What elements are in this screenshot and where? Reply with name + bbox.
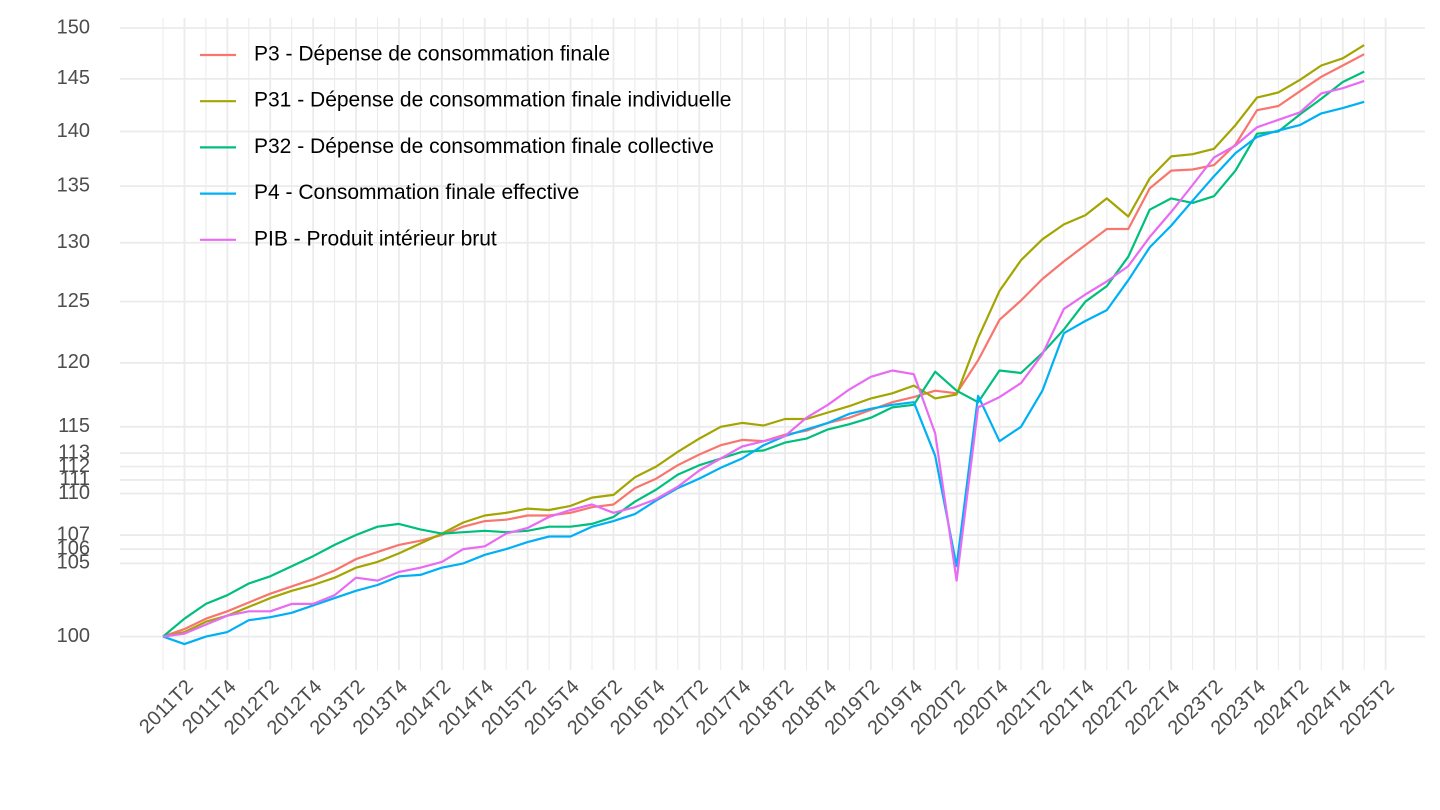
y-tick-label: 115 <box>58 415 90 437</box>
series-line <box>162 70 1365 638</box>
y-tick-label: 111 <box>60 468 90 490</box>
y-tick-label: 106 <box>57 537 90 559</box>
y-tick-label: 125 <box>57 290 90 312</box>
y-tick-label: 112 <box>58 455 90 477</box>
series-line <box>162 100 1365 646</box>
y-tick-label: 110 <box>58 482 90 504</box>
y-tick-label: 135 <box>57 174 90 196</box>
legend-label: P32 - Dépense de consommation finale col… <box>254 135 714 158</box>
legend-label: PIB - Produit intérieur brut <box>254 227 497 250</box>
y-tick-label: 140 <box>57 120 90 142</box>
legend-label: P4 - Consommation finale effective <box>254 181 579 204</box>
y-tick-label: 100 <box>57 625 90 647</box>
legend-label: P31 - Dépense de consommation finale ind… <box>254 89 731 112</box>
series-line <box>162 79 1365 638</box>
y-tick-label: 113 <box>58 441 90 463</box>
y-tick-label: 105 <box>57 552 90 574</box>
legend-label: P3 - Dépense de consommation finale <box>254 43 610 66</box>
y-tick-label: 150 <box>57 16 90 38</box>
y-tick-label: 145 <box>57 67 90 89</box>
y-tick-label: 130 <box>57 231 90 253</box>
series-line <box>162 44 1365 638</box>
y-tick-label: 107 <box>57 523 90 545</box>
y-tick-label: 120 <box>57 351 90 373</box>
